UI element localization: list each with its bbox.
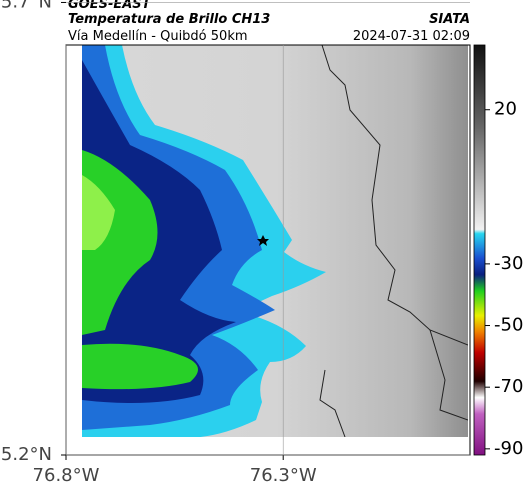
colorbar-tick-label: -90 <box>494 438 523 459</box>
timestamp: 2024-07-31 02:09 <box>353 29 470 44</box>
x-tick-label: 76.3°W <box>250 465 317 486</box>
x-tick-label: 76.8°W <box>33 465 100 486</box>
colorbar-tick-label: -30 <box>494 253 523 274</box>
colorbar-tick-label: -50 <box>494 315 523 336</box>
title: GOES-EAST <box>68 0 152 12</box>
colorbar-tick-label: -70 <box>494 376 523 397</box>
y-tick-label: 5.2°N <box>1 444 52 465</box>
colorbar <box>473 44 486 456</box>
caption: Vía Medellín - Quibdó 50km <box>68 29 248 44</box>
colorbar-tick-label: 20 <box>494 99 517 120</box>
source: SIATA <box>429 12 470 27</box>
satellite-image <box>82 45 468 437</box>
y-tick-label: 5.7°N <box>1 0 52 12</box>
subtitle: Temperatura de Brillo CH13 <box>68 12 270 27</box>
